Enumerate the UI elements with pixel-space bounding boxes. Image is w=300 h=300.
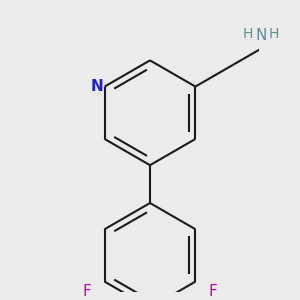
Text: N: N	[255, 28, 267, 43]
Text: F: F	[209, 284, 218, 299]
Text: F: F	[82, 284, 91, 299]
Text: H: H	[269, 27, 279, 41]
Text: N: N	[90, 79, 103, 94]
Text: H: H	[243, 27, 253, 41]
